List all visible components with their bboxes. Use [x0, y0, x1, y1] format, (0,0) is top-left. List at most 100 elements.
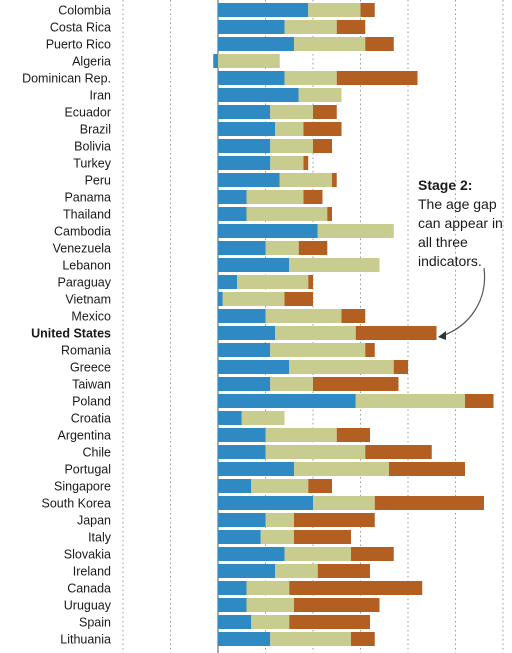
annotation-arrowhead — [438, 331, 446, 340]
category-label: South Korea — [42, 497, 112, 511]
bar-segment — [289, 615, 370, 629]
bar-segment — [246, 190, 304, 204]
category-label: Algeria — [72, 55, 111, 69]
bar-segment — [294, 513, 375, 527]
bar-segment — [308, 275, 313, 289]
bar-segment — [298, 88, 342, 102]
category-label: Dominican Rep. — [22, 72, 111, 86]
bar-segment — [294, 462, 389, 476]
category-label: Puerto Rico — [46, 38, 111, 52]
annotation-title: Stage 2: — [418, 177, 473, 193]
bar-segment — [218, 122, 275, 136]
bar-segment — [218, 411, 242, 425]
bar-segment — [218, 241, 266, 255]
bar-segment — [336, 71, 418, 85]
bar-segment — [336, 428, 370, 442]
bar-segment — [218, 326, 275, 340]
category-labels: Colombia Costa Rica Puerto Rico Algeria Domi… — [22, 4, 112, 647]
bar-segment — [218, 343, 271, 357]
bar-segment — [303, 190, 323, 204]
bar-segment — [265, 241, 299, 255]
bar-segment — [218, 309, 266, 323]
category-label: Spain — [79, 616, 111, 630]
bar-segment — [351, 547, 394, 561]
bar-segment — [218, 275, 237, 289]
bar-segment — [284, 71, 337, 85]
bar-segment — [218, 173, 280, 187]
category-label: Bolivia — [74, 140, 111, 154]
bar-segment — [336, 20, 366, 34]
bar-segment — [222, 292, 285, 306]
bar-segment — [279, 173, 332, 187]
bar-segment — [265, 513, 294, 527]
bar-segment — [218, 54, 280, 68]
bar-segment — [303, 156, 309, 170]
bar-segment — [251, 615, 290, 629]
bar-segment — [374, 496, 484, 510]
annotation-body: The age gap can appear in all three indi… — [418, 196, 503, 269]
bar-segment — [303, 122, 342, 136]
category-label: Chile — [83, 446, 112, 460]
bar-segment — [218, 581, 247, 595]
bar-segment — [275, 564, 318, 578]
bar-segment — [270, 343, 366, 357]
bar-segment — [327, 207, 332, 221]
bar-segment — [246, 207, 328, 221]
bar-segment — [260, 530, 294, 544]
category-label: United States — [31, 327, 111, 341]
bar-segment — [270, 377, 313, 391]
annotation-arrow — [441, 267, 486, 337]
bar-segment — [218, 632, 271, 646]
bar-segment — [218, 88, 299, 102]
bar-segment — [218, 377, 271, 391]
bar-segment — [313, 105, 337, 119]
bar-segment — [218, 207, 247, 221]
bar-segment — [332, 173, 337, 187]
category-label: Lebanon — [62, 259, 111, 273]
bar-segment — [218, 71, 285, 85]
bar-segment — [218, 258, 290, 272]
bar-segment — [270, 632, 351, 646]
bar-segment — [313, 496, 375, 510]
category-label: Thailand — [63, 208, 111, 222]
bar-segment — [218, 513, 266, 527]
bar-segment — [218, 292, 223, 306]
category-label: Italy — [88, 531, 112, 545]
bar-segment — [308, 479, 332, 493]
bar-segment — [218, 3, 309, 17]
category-label: Poland — [72, 395, 111, 409]
bar-segment — [360, 3, 375, 17]
bar-segment — [246, 581, 290, 595]
bar-segment — [218, 20, 285, 34]
bar-segment — [218, 224, 318, 238]
category-label: Vietnam — [65, 293, 111, 307]
bar-segment — [355, 394, 465, 408]
category-label: Iran — [89, 89, 111, 103]
annotation: Stage 2: The age gap can appear in all t… — [418, 176, 510, 271]
bar-segment — [289, 258, 380, 272]
bar-segment — [365, 343, 375, 357]
bar-segment — [218, 615, 252, 629]
bar-segment — [365, 445, 432, 459]
bar-segment — [218, 139, 271, 153]
category-label: Argentina — [57, 429, 111, 443]
bar-segment — [218, 360, 290, 374]
bar-segment — [218, 530, 261, 544]
category-label: Costa Rica — [50, 21, 111, 35]
category-label: Lithuania — [60, 633, 111, 647]
category-label: Ecuador — [64, 106, 111, 120]
bar-segment — [294, 37, 366, 51]
bar-segment — [341, 309, 366, 323]
bar-segment — [237, 275, 309, 289]
bar-segment — [465, 394, 494, 408]
bar-segment — [218, 462, 294, 476]
bar-segment — [241, 411, 285, 425]
bar-segment — [265, 309, 342, 323]
category-label: Slovakia — [64, 548, 111, 562]
bar-segment — [313, 377, 399, 391]
bar-segment — [355, 326, 437, 340]
bar-segment — [218, 445, 266, 459]
bar-segment — [265, 428, 337, 442]
bar-segment — [218, 105, 271, 119]
category-label: Ireland — [73, 565, 111, 579]
